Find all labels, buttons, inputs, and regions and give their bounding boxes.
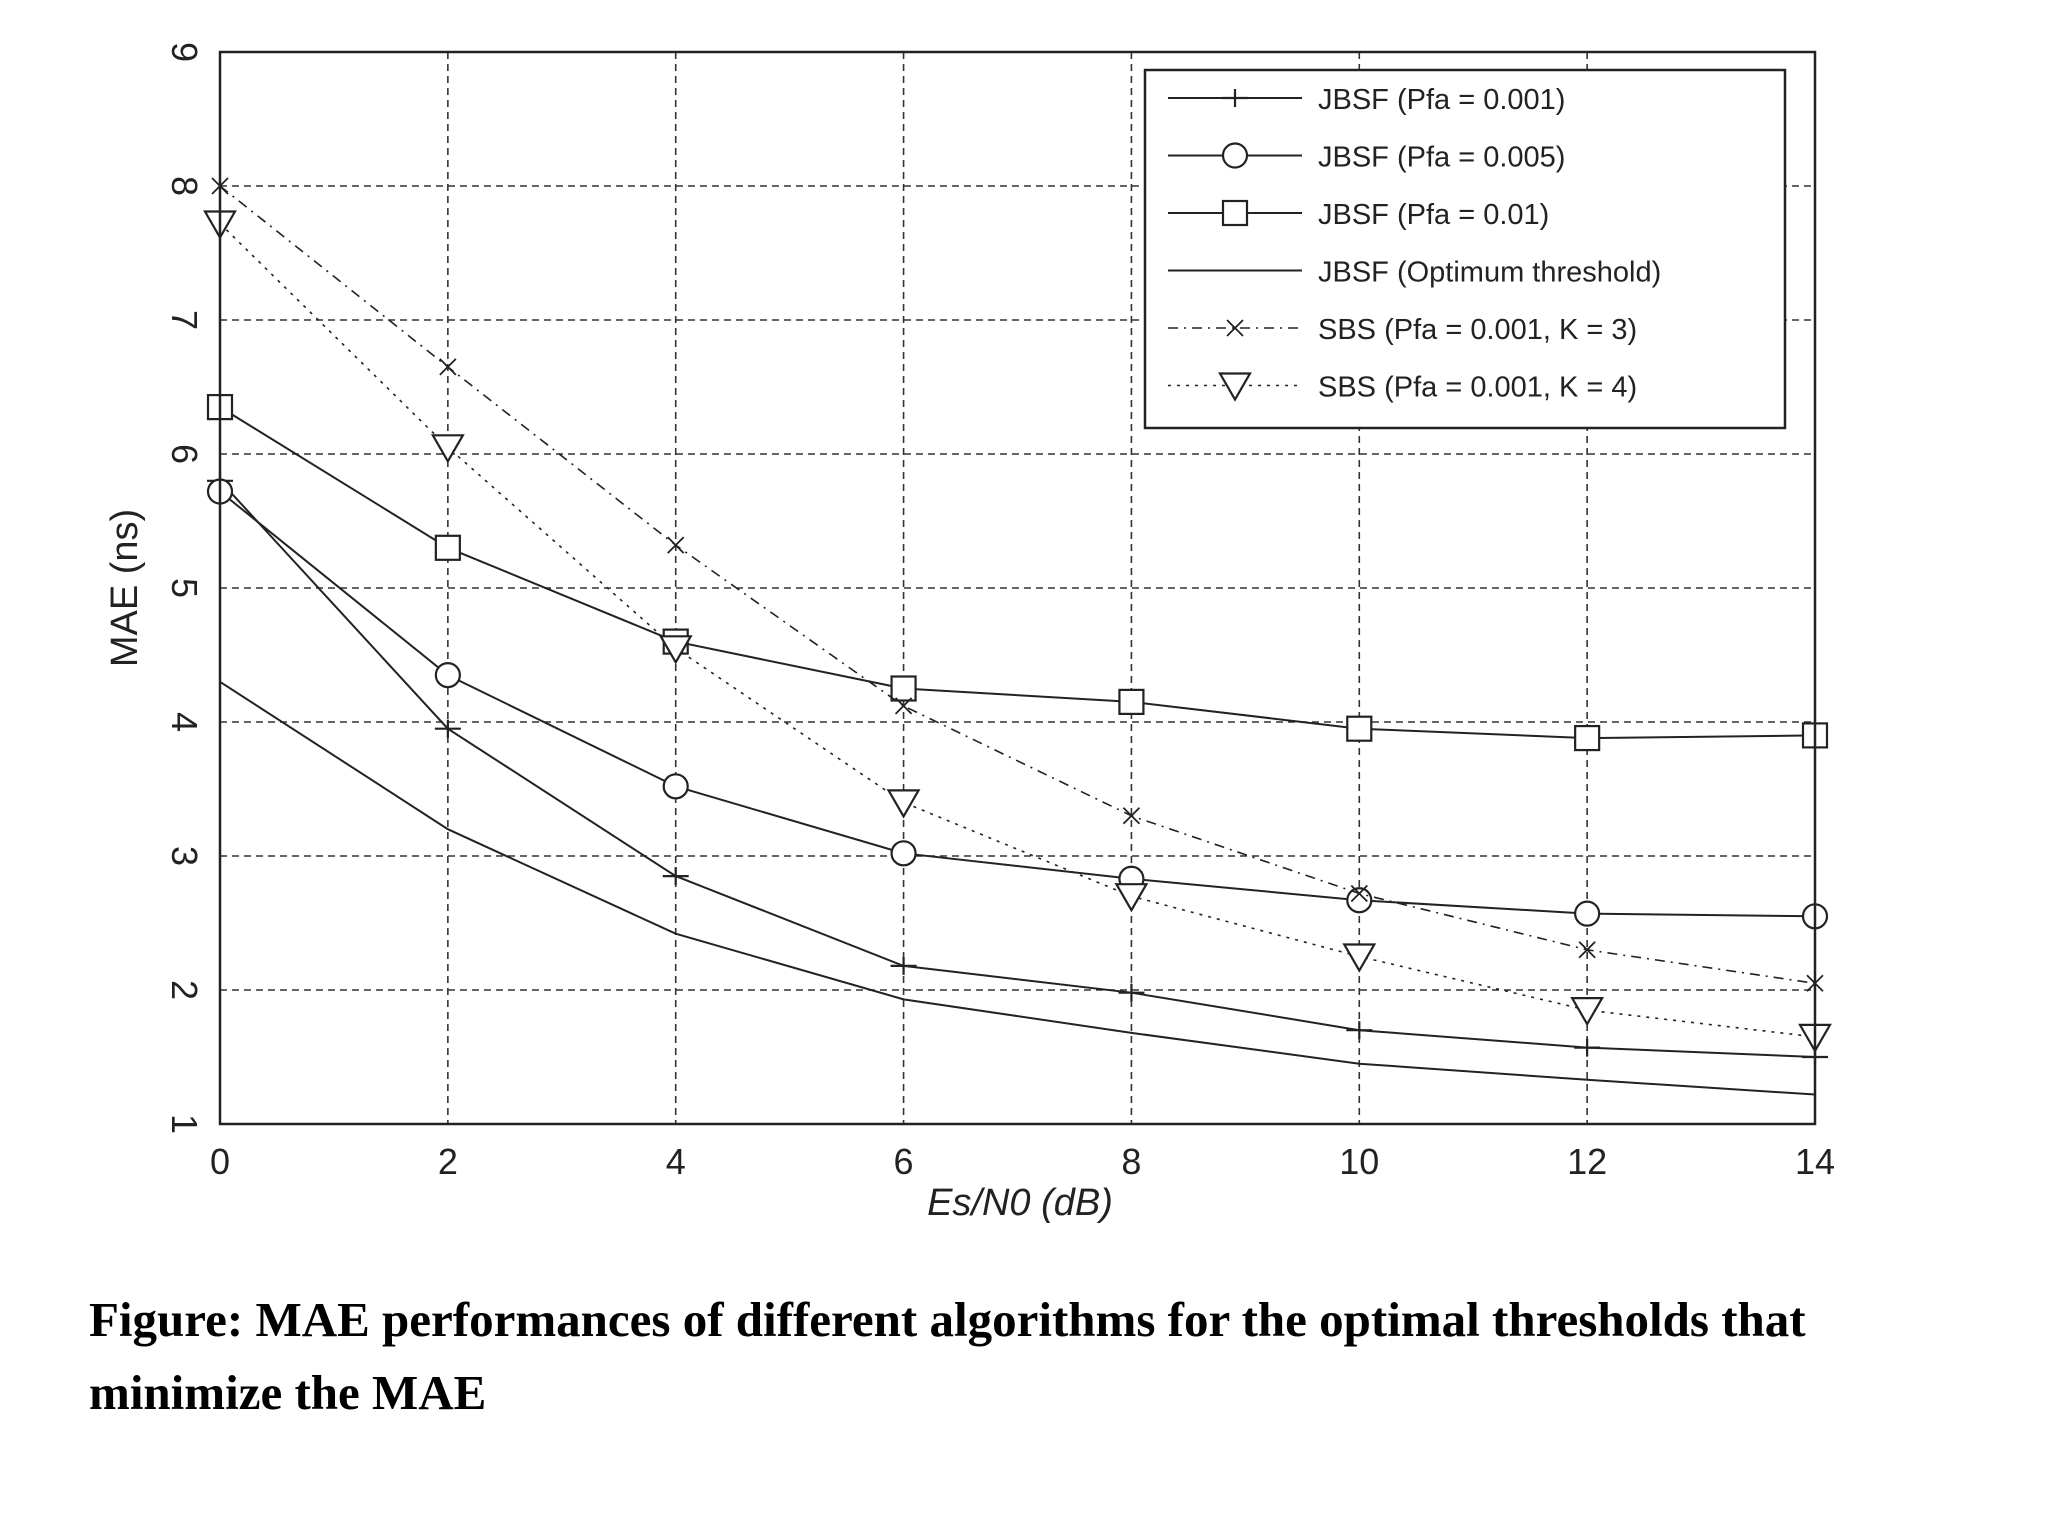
legend-entry: JBSF (Pfa = 0.01) [1168, 199, 1549, 231]
x-tick-label: 10 [1339, 1141, 1379, 1182]
x-axis-label: Es/N0 (dB) [927, 1182, 1113, 1224]
y-tick-label: 7 [164, 310, 205, 330]
data-point [430, 434, 465, 464]
legend-label: JBSF (Optimum threshold) [1318, 257, 1661, 289]
data-point [1570, 996, 1605, 1027]
legend-marker [1222, 89, 1248, 107]
x-tick-label: 2 [438, 1141, 458, 1182]
data-point [1114, 883, 1149, 913]
data-point [1122, 807, 1141, 825]
y-tick-label: 8 [164, 176, 205, 196]
data-point [1346, 887, 1373, 914]
y-tick-label: 2 [164, 980, 205, 1000]
data-point [1574, 1038, 1601, 1057]
legend-label: JBSF (Pfa = 0.005) [1318, 142, 1565, 174]
series-line [219, 490, 1816, 918]
data-point [1578, 941, 1596, 959]
legend-marker [1221, 142, 1249, 169]
legend-label: JBSF (Pfa = 0.01) [1318, 199, 1549, 231]
data-point [658, 635, 693, 665]
legend: JBSF (Pfa = 0.001) JBSF (Pfa = 0.005) JBSF… [1143, 68, 1787, 430]
legend-entry: SBS (Pfa = 0.001, K = 4) [1168, 372, 1637, 404]
legend-entry: JBSF (Pfa = 0.005) [1168, 142, 1565, 174]
data-point [1118, 983, 1145, 1002]
data-point [1350, 884, 1368, 903]
data-point [1342, 943, 1377, 973]
data-point [890, 956, 917, 975]
data-point [434, 719, 461, 738]
data-point [667, 536, 685, 554]
legend-entry: JBSF (Pfa = 0.001) [1168, 84, 1565, 116]
data-point [886, 789, 921, 819]
x-tick-label: 12 [1567, 1141, 1607, 1182]
data-point [434, 661, 461, 689]
data-point [439, 358, 457, 376]
data-point [1346, 715, 1373, 742]
figure-caption: Figure: MAE performances of different al… [89, 1292, 1806, 1420]
series-layer [203, 177, 1832, 1096]
y-tick-label: 9 [164, 42, 205, 62]
data-point [890, 675, 917, 702]
data-point [662, 773, 689, 800]
legend-entry: JBSF (Optimum threshold) [1168, 257, 1661, 289]
legend-label: JBSF (Pfa = 0.001) [1318, 84, 1565, 116]
series-line [219, 406, 1816, 740]
legend-marker [1221, 199, 1249, 227]
series-line [219, 185, 1816, 985]
y-tick-label: 4 [164, 712, 205, 732]
data-point [1574, 900, 1601, 927]
plot-area-frame [218, 50, 1817, 1126]
series-4 [219, 680, 1816, 1096]
series-6 [203, 210, 1832, 1054]
data-point [1346, 1021, 1373, 1040]
data-point [662, 867, 689, 886]
series-5 [211, 177, 1824, 992]
series-2 [206, 478, 1829, 930]
series-1 [207, 471, 1828, 1066]
y-tick-label: 1 [164, 1114, 205, 1134]
y-axis-label: MAE (ns) [104, 509, 146, 667]
y-tick-label: 5 [164, 578, 205, 598]
data-point [1574, 724, 1601, 752]
legend-label: SBS (Pfa = 0.001, K = 4) [1318, 372, 1637, 404]
legend-entry: SBS (Pfa = 0.001, K = 3) [1168, 314, 1637, 346]
data-point [894, 697, 913, 715]
y-tick-label: 6 [164, 444, 205, 464]
legend-marker [1226, 319, 1244, 337]
series-line [219, 480, 1816, 1058]
x-tick-label: 0 [210, 1141, 230, 1182]
y-tick-label: 3 [164, 846, 205, 866]
series-line [219, 222, 1816, 1038]
x-tick-label: 8 [1121, 1141, 1141, 1182]
legend-label: SBS (Pfa = 0.001, K = 3) [1318, 314, 1637, 346]
x-tick-label: 14 [1795, 1141, 1835, 1182]
x-tick-label: 6 [894, 1141, 914, 1182]
legend-marker [1218, 372, 1252, 402]
x-tick-label: 4 [666, 1141, 686, 1182]
data-point [1118, 688, 1145, 716]
legend-box [1143, 68, 1787, 430]
data-point [890, 840, 917, 867]
data-point [434, 534, 461, 561]
series-line [219, 680, 1816, 1096]
